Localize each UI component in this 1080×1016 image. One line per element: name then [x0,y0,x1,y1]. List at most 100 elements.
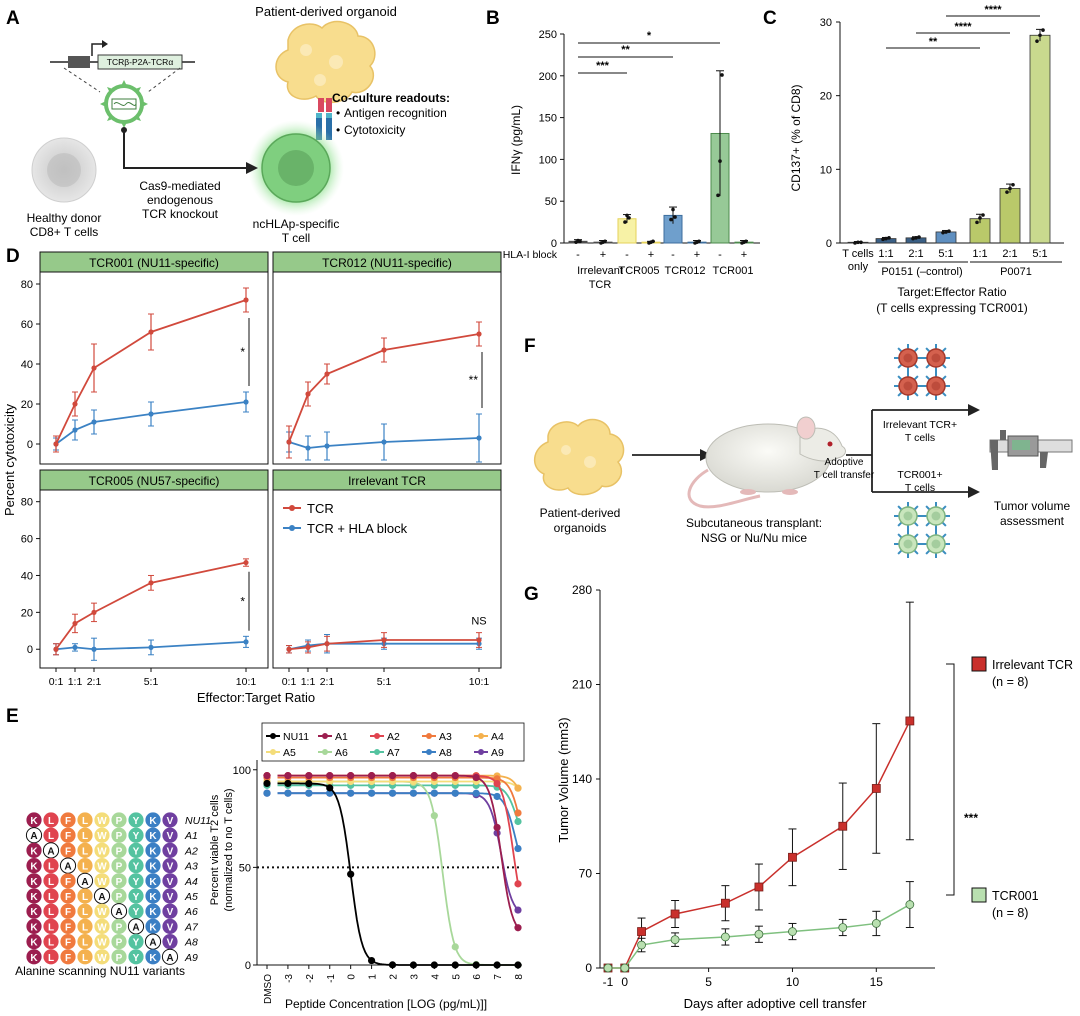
e-residue [128,827,144,843]
e-curve-a9 [277,792,519,911]
e-residue-letter: A [47,846,54,857]
e-residue-letter: K [30,846,38,857]
e-variant-label: A7 [184,921,199,933]
e-data-point [430,772,438,780]
f-tcr-receptor [897,347,903,353]
tcell-nucleus [278,150,314,186]
vector-dash-left [63,67,101,93]
d-data-point [286,646,292,652]
e-residue [128,949,144,965]
c-data-point [1005,190,1009,194]
d-subplot-frame [272,251,502,465]
b-y-axis-label: IFNγ (pg/mL) [509,105,523,175]
e-residue [145,827,161,843]
e-residue [111,949,127,965]
d-x-tick-label: 5:1 [144,676,159,688]
e-y-tick-label: 100 [233,765,251,777]
organoid-cell [584,456,596,468]
promoter-arrow [91,43,104,56]
donor-label-2: CD8+ T cells [30,225,99,239]
e-data-point [305,789,313,797]
e-residue [145,873,161,889]
e-x-tick-label: -3 [284,974,295,983]
g-data-point [838,923,848,932]
e-residue-letter: W [97,862,107,873]
e-curve-a7 [277,784,519,822]
f-tcr-receptor [941,521,947,527]
e-legend-marker [478,749,484,755]
f-branch-bottom-head [968,486,980,498]
e-data-point [347,789,355,797]
e-residue [145,888,161,904]
e-residue-letter: A [132,922,139,933]
b-significance-label: ** [621,44,630,56]
d-subplot-header [39,469,269,491]
e-residue-letter: K [30,892,38,903]
c-data-point [1041,28,1045,32]
d-y-tick-label: 80 [21,497,33,509]
e-residue [128,888,144,904]
b-hla-sign: + [741,249,747,261]
d-data-point [91,609,97,615]
panel-g-tumor-volume-chart: Tumor Volume (mm3) Days after adoptive c… [556,583,1073,1011]
tcell-label-2: T cell [282,231,310,245]
e-data-point [263,779,271,788]
panel-label-d: D [6,246,20,267]
e-data-point [430,789,438,797]
c-data-point [947,229,951,234]
e-residue [77,827,93,843]
tcr001-tcell-cluster [894,502,950,558]
e-y-tick-label: 50 [239,862,251,874]
e-residue-letter: W [97,907,107,918]
c-data-point [853,241,857,245]
d-data-point [72,644,78,651]
e-residue [43,934,59,950]
e-residue-letter: P [116,831,123,842]
e-residue [77,918,93,935]
f-tcr-receptor [913,549,919,555]
d-data-point [148,580,154,586]
c-data-point [1011,183,1015,187]
b-hla-sign: + [600,249,606,261]
tcr-tip [316,113,322,118]
d-legend-label-tcr: TCR [307,501,334,516]
e-residue-letter: F [65,922,71,933]
e-data-point [493,780,501,788]
b-hla-sign: - [625,249,629,261]
c-significance-label: **** [954,21,972,33]
e-residue [26,888,42,904]
f-assess-label-2: assessment [1000,514,1065,528]
b-data-point [720,73,724,77]
e-data-point [388,789,397,797]
f-organoids-label-1: Patient-derived [540,506,621,520]
e-data-point [514,906,522,914]
f-tcr-receptor [941,391,947,397]
g-x-tick-label: 5 [705,975,712,989]
f-tcell-nucleus [931,539,941,549]
e-data-point [472,961,480,969]
d-data-point [305,644,311,651]
panel-label-c: C [763,8,777,29]
e-residue-letter: V [167,862,174,873]
e-data-point [367,772,376,780]
e-residue [94,812,110,828]
e-residue-letter: L [82,938,88,949]
f-tcr-receptor [941,505,947,511]
d-data-point [53,646,59,652]
d-x-tick-label: 0:1 [49,676,64,688]
f-tcr-receptor [897,505,903,511]
e-residue [162,903,178,919]
e-residue [94,827,110,843]
f-tcr-receptor [925,391,931,397]
e-data-point [326,789,334,797]
e-data-point [493,792,501,801]
f-branch-top-head [968,404,980,416]
e-residue-letter: W [97,877,107,888]
b-significance-label: * [647,30,652,42]
c-data-point [911,236,915,241]
d-significance-label: NS [471,616,486,628]
d-x-tick-label: 1:1 [68,676,83,688]
e-residue-letter: F [65,877,71,888]
g-y-tick-label: 280 [572,583,592,597]
e-residue-letter: K [149,846,157,857]
